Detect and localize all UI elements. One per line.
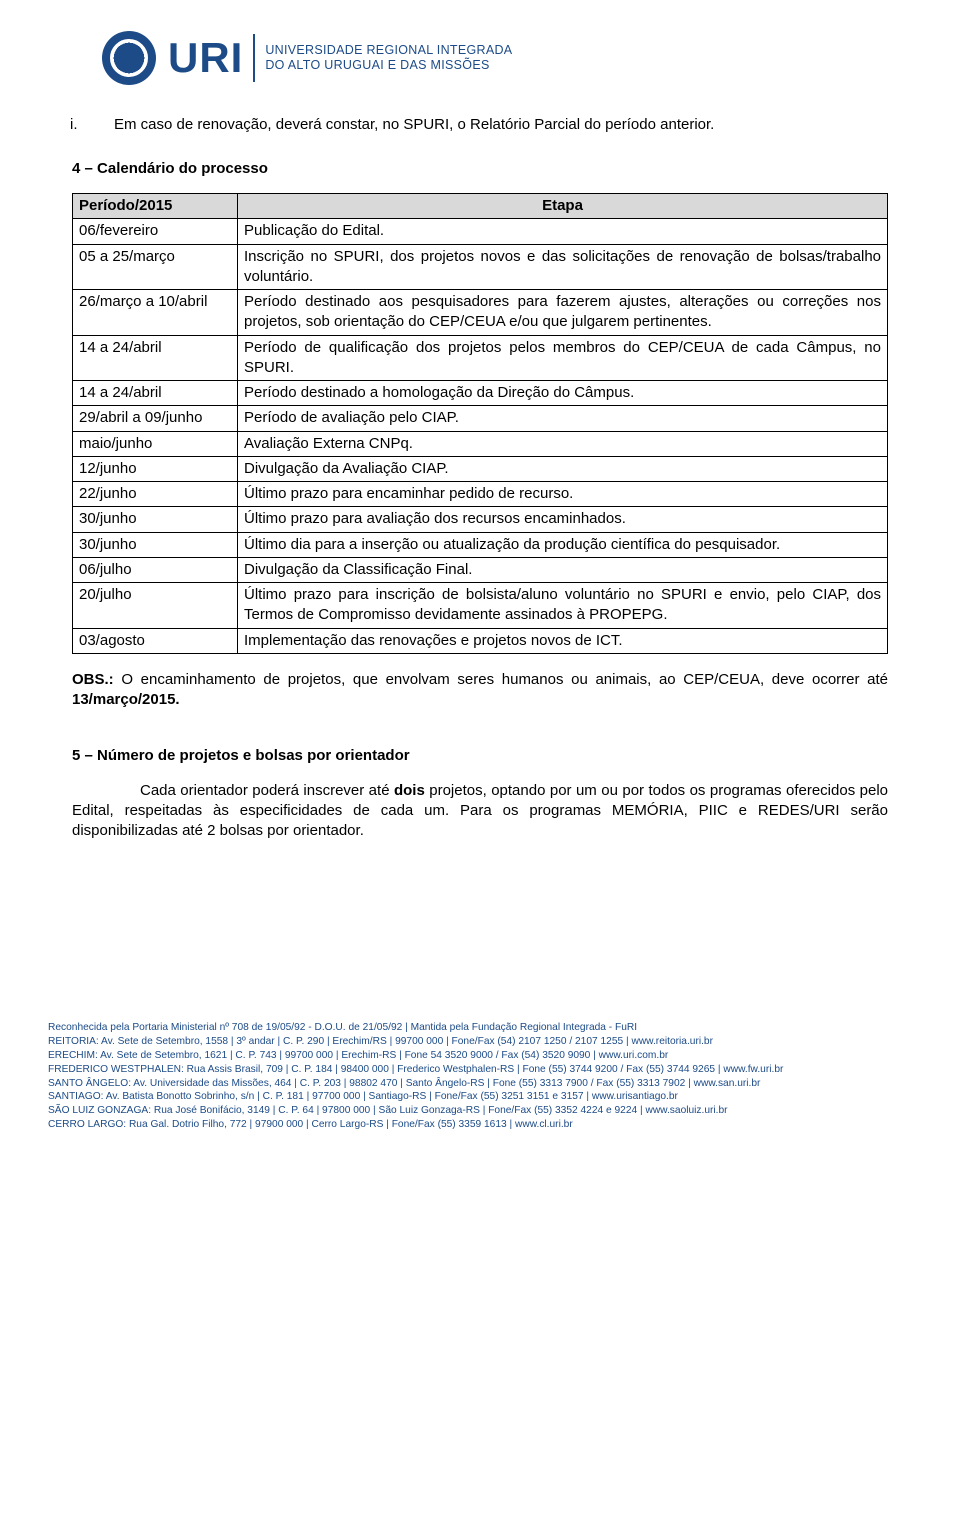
table-row: 29/abril a 09/junhoPeríodo de avaliação … [73,406,888,431]
university-name-line2: DO ALTO URUGUAI E DAS MISSÕES [265,58,489,72]
section5-p1a: Cada orientador poderá inscrever até [140,782,394,799]
table-row: 14 a 24/abrilPeríodo de qualificação dos… [73,335,888,381]
cell-periodo: 14 a 24/abril [73,335,238,381]
cell-periodo: 22/junho [73,482,238,507]
cell-etapa: Período destinado aos pesquisadores para… [238,290,888,336]
cell-etapa: Período de qualificação dos projetos pel… [238,335,888,381]
footer-line: SANTIAGO: Av. Batista Bonotto Sobrinho, … [48,1090,912,1104]
section5-bold: dois [394,782,425,799]
footer-line: ERECHIM: Av. Sete de Setembro, 1621 | C.… [48,1049,912,1063]
header-divider [253,34,255,82]
table-row: 03/agostoImplementação das renovações e … [73,628,888,653]
footer-line: Reconhecida pela Portaria Ministerial nº… [48,1021,912,1035]
footer-line: REITORIA: Av. Sete de Setembro, 1558 | 3… [48,1035,912,1049]
obs-text-a: O encaminhamento de projetos, que envolv… [114,671,888,688]
table-row: 12/junhoDivulgação da Avaliação CIAP. [73,456,888,481]
obs-date: 13/março/2015. [72,691,180,708]
table-row: 06/julhoDivulgação da Classificação Fina… [73,557,888,582]
table-row: 14 a 24/abrilPeríodo destinado a homolog… [73,381,888,406]
table-row: 05 a 25/marçoInscrição no SPURI, dos pro… [73,244,888,290]
cell-etapa: Divulgação da Avaliação CIAP. [238,456,888,481]
cell-periodo: 06/fevereiro [73,219,238,244]
cell-etapa: Período de avaliação pelo CIAP. [238,406,888,431]
cell-periodo: 30/junho [73,532,238,557]
cell-periodo: 20/julho [73,583,238,629]
footer: Reconhecida pela Portaria Ministerial nº… [0,1021,960,1151]
table-row: 30/junhoÚltimo dia para a inserção ou at… [73,532,888,557]
footer-line: SANTO ÂNGELO: Av. Universidade das Missõ… [48,1077,912,1091]
cell-etapa: Implementação das renovações e projetos … [238,628,888,653]
cell-periodo: 12/junho [73,456,238,481]
footer-line: FREDERICO WESTPHALEN: Rua Assis Brasil, … [48,1063,912,1077]
cell-periodo: 14 a 24/abril [73,381,238,406]
section-4-title: 4 – Calendário do processo [72,159,888,179]
section-5-paragraph: Cada orientador poderá inscrever até doi… [72,781,888,842]
cell-etapa: Período destinado a homologação da Direç… [238,381,888,406]
cell-etapa: Último dia para a inserção ou atualizaçã… [238,532,888,557]
university-header: URI UNIVERSIDADE REGIONAL INTEGRADA DO A… [72,30,888,87]
col-periodo: Período/2015 [73,194,238,219]
table-row: 26/março a 10/abrilPeríodo destinado aos… [73,290,888,336]
cell-periodo: 06/julho [73,557,238,582]
table-row: 20/julhoÚltimo prazo para inscrição de b… [73,583,888,629]
cell-etapa: Último prazo para inscrição de bolsista/… [238,583,888,629]
cell-periodo: 30/junho [73,507,238,532]
university-acronym: URI [168,30,243,87]
cell-periodo: maio/junho [73,431,238,456]
table-row: 22/junhoÚltimo prazo para encaminhar ped… [73,482,888,507]
table-row: 30/junhoÚltimo prazo para avaliação dos … [73,507,888,532]
obs-paragraph: OBS.: O encaminhamento de projetos, que … [72,670,888,711]
university-name: UNIVERSIDADE REGIONAL INTEGRADA DO ALTO … [265,43,512,74]
obs-label: OBS.: [72,671,114,688]
calendar-table: Período/2015 Etapa 06/fevereiroPublicaçã… [72,193,888,654]
cell-etapa: Inscrição no SPURI, dos projetos novos e… [238,244,888,290]
item-i-marker: i. [92,115,114,135]
table-row: maio/junhoAvaliação Externa CNPq. [73,431,888,456]
cell-etapa: Avaliação Externa CNPq. [238,431,888,456]
university-seal-icon [102,31,156,85]
cell-periodo: 29/abril a 09/junho [73,406,238,431]
section-5-title: 5 – Número de projetos e bolsas por orie… [72,746,888,766]
col-etapa: Etapa [238,194,888,219]
table-row: 06/fevereiroPublicação do Edital. [73,219,888,244]
cell-etapa: Último prazo para encaminhar pedido de r… [238,482,888,507]
footer-line: CERRO LARGO: Rua Gal. Dotrio Filho, 772 … [48,1118,912,1132]
cell-periodo: 03/agosto [73,628,238,653]
university-name-line1: UNIVERSIDADE REGIONAL INTEGRADA [265,43,512,57]
cell-etapa: Último prazo para avaliação dos recursos… [238,507,888,532]
table-header-row: Período/2015 Etapa [73,194,888,219]
cell-etapa: Divulgação da Classificação Final. [238,557,888,582]
cell-etapa: Publicação do Edital. [238,219,888,244]
item-i: i.Em caso de renovação, deverá constar, … [72,115,888,135]
cell-periodo: 05 a 25/março [73,244,238,290]
cell-periodo: 26/março a 10/abril [73,290,238,336]
footer-line: SÃO LUIZ GONZAGA: Rua José Bonifácio, 31… [48,1104,912,1118]
item-i-text: Em caso de renovação, deverá constar, no… [114,116,714,133]
